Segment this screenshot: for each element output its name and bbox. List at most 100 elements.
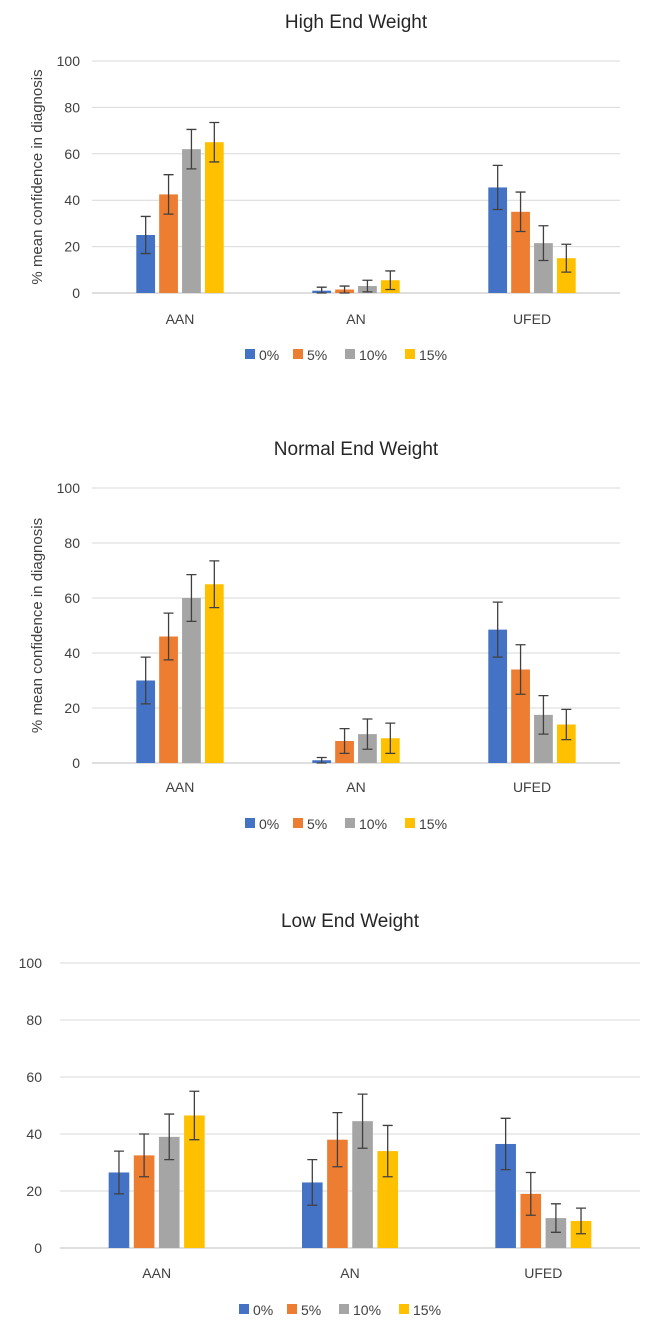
error-bar [538,225,549,262]
error-bar [316,286,327,294]
error-bar [316,756,327,764]
legend-label: 10% [359,816,387,832]
error-bar [382,1124,393,1178]
legend-label: 10% [353,1302,381,1318]
y-axis-label: % mean confidence in diagnosis [29,518,46,733]
error-bar [164,1113,175,1161]
bar [182,598,201,763]
legend-label: 10% [359,347,387,363]
y-tick-label: 60 [64,146,80,162]
bar [184,1115,205,1248]
chart-title: Normal End Weight [274,439,439,460]
y-tick-label: 80 [64,535,80,551]
bar [204,584,224,763]
chart-title: Low End Weight [281,911,420,932]
x-category-label: AN [346,779,365,795]
bar [159,636,178,763]
error-bar [307,1159,318,1206]
bar [136,680,156,763]
y-tick-label: 20 [64,239,80,255]
y-tick-label: 60 [26,1069,42,1085]
x-category-label: AAN [142,1265,171,1281]
legend-swatch [345,349,355,359]
bar [488,629,508,763]
legend-label: 15% [413,1302,441,1318]
error-bar [362,279,373,293]
legend-swatch [245,818,255,828]
error-bar [515,191,526,233]
error-bar [561,708,572,741]
error-bar [492,164,503,211]
legend-swatch [405,349,415,359]
y-tick-label: 100 [57,480,81,496]
error-bar [385,270,396,291]
bar [352,1121,373,1248]
legend-label: 15% [419,816,447,832]
bar [570,1220,592,1248]
legend-label: 5% [301,1302,321,1318]
legend-swatch [245,349,255,359]
error-bar [339,285,350,294]
legend-label: 0% [253,1302,273,1318]
error-bar [209,121,220,163]
x-category-label: AN [346,311,365,327]
error-bar [186,128,197,170]
bar [377,1151,399,1248]
bar [158,1136,180,1248]
legend-swatch [293,349,303,359]
error-bar [332,1111,343,1168]
bar [327,1139,348,1248]
bar [301,1182,323,1248]
chart-panel-low-end-weight: Low End Weight 0 20 40 60 80 100 AAN AN UFED 0% 5%… [0,895,646,1324]
legend-label: 5% [307,347,327,363]
chart-panel-high-end-weight: High End Weight % mean confidence in dia… [0,0,646,380]
legend-swatch [405,818,415,828]
y-tick-label: 100 [57,53,81,69]
error-bar [186,573,197,623]
bar [534,243,553,293]
x-category-label: UFED [513,779,551,795]
chart-panel-normal-end-weight: Normal End Weight % mean confidence in d… [0,425,646,845]
error-bar [163,612,174,661]
y-tick-label: 40 [64,645,80,661]
error-bar [576,1207,587,1235]
x-category-label: AN [340,1265,359,1281]
chart-title: High End Weight [285,12,428,33]
error-bar [561,243,572,273]
error-bar [385,722,396,755]
bar [204,142,224,293]
bar [182,149,201,293]
error-bar [500,1117,511,1171]
bar [136,235,156,293]
y-tick-label: 80 [26,1012,42,1028]
legend-swatch [399,1304,409,1314]
chart-svg: High End Weight % mean confidence in dia… [29,12,620,363]
bar [534,714,553,763]
error-bar [189,1090,200,1141]
y-tick-label: 40 [26,1126,42,1142]
bar [159,194,178,293]
error-bar [362,718,373,750]
bar [520,1193,542,1248]
y-tick-label: 40 [64,192,80,208]
error-bar [538,694,549,735]
error-bar [492,601,503,658]
error-bar [339,727,350,755]
x-category-label: AAN [166,779,195,795]
y-tick-label: 0 [34,1240,42,1256]
error-bar [525,1171,536,1216]
bar [488,187,508,293]
bar [495,1143,516,1248]
chart-svg: Low End Weight 0 20 40 60 80 100 AAN AN UFED 0% 5%… [19,911,640,1318]
bar [133,1155,155,1248]
legend-swatch [293,818,303,828]
error-bar [140,656,151,705]
y-tick-label: 80 [64,99,80,115]
bar [108,1172,130,1248]
error-bar [139,1133,150,1178]
bar [556,258,576,293]
y-tick-label: 60 [64,590,80,606]
error-bar [357,1093,368,1149]
legend-swatch [287,1304,297,1314]
legend-label: 15% [419,347,447,363]
